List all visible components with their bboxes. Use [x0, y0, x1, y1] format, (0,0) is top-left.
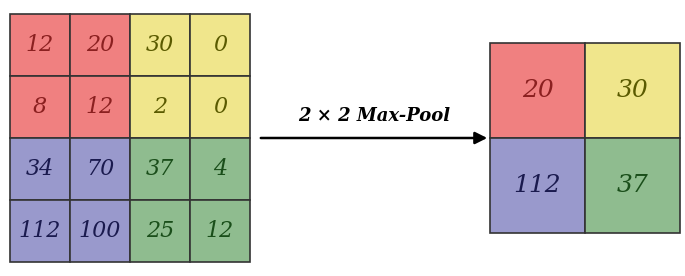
- Text: 37: 37: [146, 158, 174, 180]
- Text: 100: 100: [79, 220, 121, 242]
- Bar: [490, 43, 585, 138]
- Bar: [10, 138, 70, 200]
- Text: 0: 0: [213, 34, 227, 56]
- Bar: [585, 138, 680, 233]
- Text: 30: 30: [616, 79, 649, 102]
- Bar: [10, 200, 70, 262]
- Bar: [190, 14, 250, 76]
- Text: 2: 2: [153, 96, 167, 118]
- Bar: [490, 138, 585, 233]
- Text: 70: 70: [86, 158, 114, 180]
- Text: 20: 20: [86, 34, 114, 56]
- Text: 12: 12: [26, 34, 54, 56]
- Text: 2 × 2 Max-Pool: 2 × 2 Max-Pool: [298, 107, 450, 125]
- Text: 12: 12: [86, 96, 114, 118]
- Text: 8: 8: [33, 96, 47, 118]
- Text: 37: 37: [616, 174, 649, 197]
- Bar: [10, 76, 70, 138]
- Bar: [130, 138, 190, 200]
- Text: 34: 34: [26, 158, 54, 180]
- Bar: [10, 14, 70, 76]
- Text: 12: 12: [206, 220, 234, 242]
- Text: 30: 30: [146, 34, 174, 56]
- Bar: [130, 200, 190, 262]
- Bar: [70, 200, 130, 262]
- Bar: [585, 43, 680, 138]
- Bar: [190, 200, 250, 262]
- Text: 112: 112: [18, 220, 61, 242]
- Text: 0: 0: [213, 96, 227, 118]
- Bar: [190, 76, 250, 138]
- Bar: [130, 76, 190, 138]
- Text: 112: 112: [514, 174, 561, 197]
- Text: 4: 4: [213, 158, 227, 180]
- Bar: [190, 138, 250, 200]
- Bar: [130, 14, 190, 76]
- Text: 20: 20: [521, 79, 553, 102]
- Text: 25: 25: [146, 220, 174, 242]
- Bar: [70, 14, 130, 76]
- Bar: [70, 138, 130, 200]
- Bar: [70, 76, 130, 138]
